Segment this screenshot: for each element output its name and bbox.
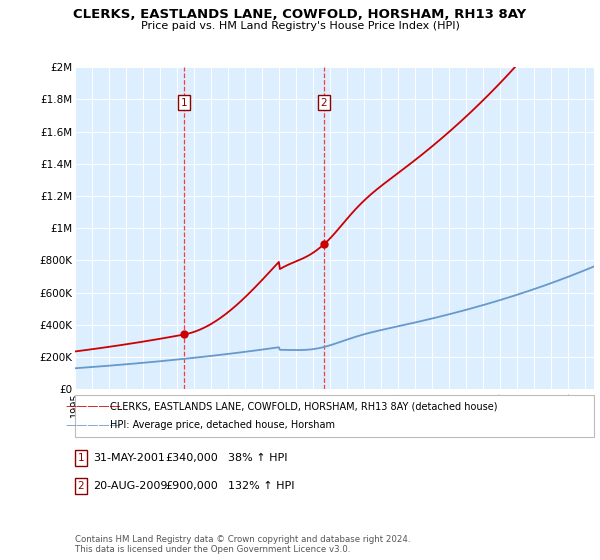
Text: £900,000: £900,000 [165,481,218,491]
Text: 31-MAY-2001: 31-MAY-2001 [93,453,165,463]
Text: CLERKS, EASTLANDS LANE, COWFOLD, HORSHAM, RH13 8AY: CLERKS, EASTLANDS LANE, COWFOLD, HORSHAM… [73,8,527,21]
Text: £340,000: £340,000 [165,453,218,463]
Text: 2: 2 [320,97,327,108]
Text: CLERKS, EASTLANDS LANE, COWFOLD, HORSHAM, RH13 8AY (detached house): CLERKS, EASTLANDS LANE, COWFOLD, HORSHAM… [110,402,497,412]
Text: 2: 2 [77,481,85,491]
Text: HPI: Average price, detached house, Horsham: HPI: Average price, detached house, Hors… [110,420,335,430]
Text: 20-AUG-2009: 20-AUG-2009 [93,481,167,491]
Text: 1: 1 [77,453,85,463]
Text: Price paid vs. HM Land Registry's House Price Index (HPI): Price paid vs. HM Land Registry's House … [140,21,460,31]
Text: —————: ————— [66,420,121,430]
Text: —————: ————— [66,402,121,412]
Text: 38% ↑ HPI: 38% ↑ HPI [228,453,287,463]
Text: 132% ↑ HPI: 132% ↑ HPI [228,481,295,491]
Text: Contains HM Land Registry data © Crown copyright and database right 2024.
This d: Contains HM Land Registry data © Crown c… [75,535,410,554]
Text: 1: 1 [181,97,188,108]
